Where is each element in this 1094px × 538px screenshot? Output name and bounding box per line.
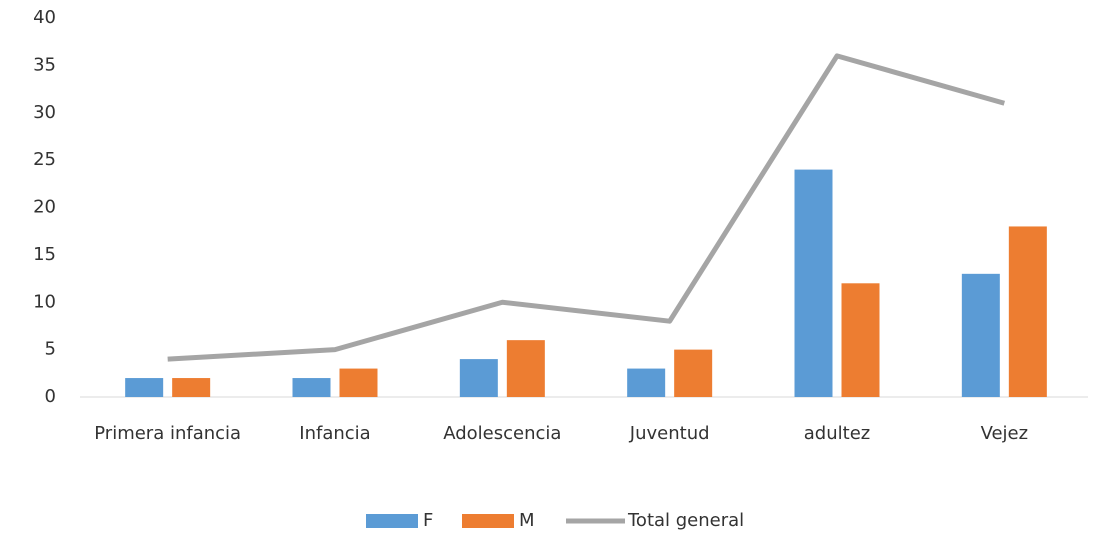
y-tick-label: 35: [33, 54, 56, 75]
x-tick-label: Primera infancia: [94, 423, 242, 444]
x-tick-label: Vejez: [980, 423, 1029, 444]
y-tick-label: 20: [33, 197, 56, 218]
bar: [459, 359, 498, 397]
bar: [506, 340, 545, 397]
bar: [1008, 226, 1047, 397]
y-tick-label: 10: [33, 291, 56, 312]
bar: [961, 273, 1000, 397]
bar: [794, 169, 833, 397]
bar: [674, 349, 713, 397]
line: [167, 53, 1006, 362]
legend-label: Total general: [627, 510, 744, 531]
legend-swatch: [366, 514, 418, 528]
bar: [292, 378, 331, 397]
y-tick-label: 5: [45, 339, 56, 360]
y-tick-label: 30: [33, 102, 56, 123]
x-tick-label: Juventud: [629, 423, 710, 444]
x-tick-label: Adolescencia: [443, 423, 562, 444]
x-tick-label: adultez: [803, 423, 871, 444]
bar: [172, 378, 211, 397]
x-tick-label: Infancia: [299, 423, 371, 444]
bar: [125, 378, 164, 397]
y-tick-label: 40: [33, 7, 56, 28]
legend-label: M: [519, 510, 535, 531]
legend-label: F: [423, 510, 433, 531]
y-tick-label: 25: [33, 149, 56, 170]
bar: [841, 283, 880, 397]
y-tick-label: 15: [33, 244, 56, 265]
legend-swatch: [462, 514, 514, 528]
y-tick-label: 0: [45, 386, 56, 407]
bar: [627, 368, 666, 397]
bar: [339, 368, 378, 397]
